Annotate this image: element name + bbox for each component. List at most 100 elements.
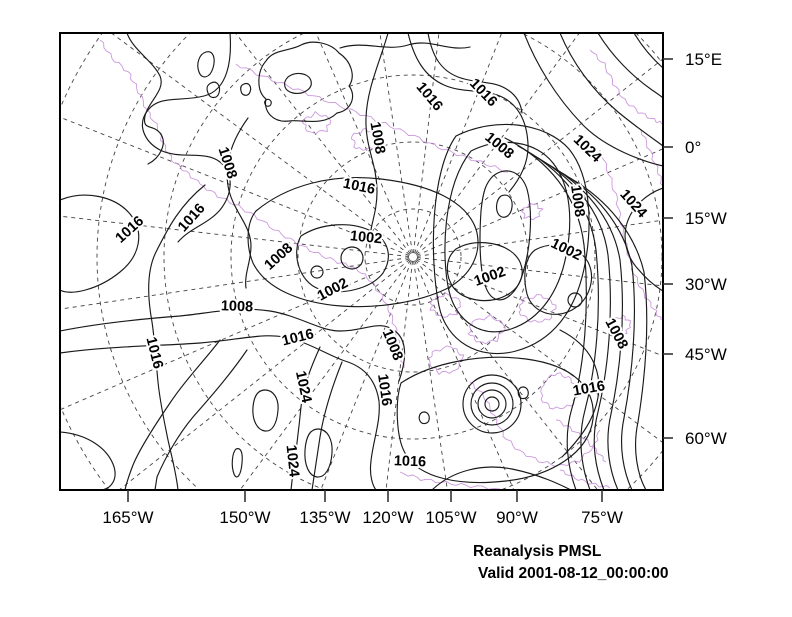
coastline-path	[555, 419, 607, 463]
meridian-line	[415, 34, 580, 255]
isobar-line	[141, 34, 231, 243]
meridian-line	[316, 34, 412, 254]
contour-label: 1016	[413, 79, 446, 114]
isobar-line	[543, 161, 623, 489]
isobar-line	[444, 141, 571, 333]
coastline-path	[521, 203, 544, 221]
meridian-line	[61, 258, 410, 410]
contour-label: 1024	[570, 132, 604, 166]
coastline-path	[355, 267, 405, 369]
isobar-line	[226, 117, 252, 289]
contour-label: 1016	[113, 213, 148, 246]
isobar-line	[252, 389, 279, 432]
bottom-axis-tick-label: 120°W	[362, 508, 413, 527]
contour-label: 1002	[548, 236, 584, 265]
meridian-line	[320, 260, 412, 489]
contour-label: 1016	[143, 335, 166, 370]
isobar-closed-ring	[477, 389, 507, 419]
coastline-path	[399, 471, 501, 489]
right-axis-tick-label: 30°W	[685, 275, 727, 294]
contour-label: 1002	[315, 275, 351, 304]
isobar-line	[446, 242, 523, 302]
coastline-path	[640, 129, 662, 186]
isobar-line	[597, 34, 662, 98]
isobar-line	[240, 82, 252, 96]
meridian-line	[240, 259, 411, 489]
contour-label: 1016	[342, 176, 377, 198]
meridian-line	[111, 34, 411, 255]
isobar-line	[247, 176, 479, 308]
isobar-line	[517, 386, 529, 400]
isobar-line	[479, 170, 532, 301]
contour-label: 1016	[466, 76, 500, 110]
axis-ticks-and-labels: 165°W 150°W 135°W 120°W 105°W 90°W 75°W 15°E 0° 1…	[102, 50, 726, 527]
isobar-line	[61, 431, 116, 489]
latitude-circle	[163, 34, 662, 489]
coastline-path	[559, 469, 611, 489]
isobar-line	[61, 335, 380, 489]
isobar-line	[197, 51, 215, 78]
isobar-line	[284, 72, 312, 94]
isobar-closed-ring	[462, 374, 522, 434]
isobar-closed-ring	[484, 396, 500, 412]
isobar-line	[523, 34, 662, 167]
contour-label: 1002	[472, 264, 508, 290]
contour-label: 1008	[262, 240, 297, 273]
meridian-line	[235, 34, 411, 255]
latitude-circle	[297, 141, 529, 373]
contour-label: 1024	[292, 370, 314, 405]
coastline-path	[599, 149, 662, 321]
contour-label: 1008	[215, 145, 240, 181]
meridian-line	[379, 34, 413, 254]
contour-label: 1008	[221, 298, 254, 315]
isobar-line	[365, 34, 389, 249]
contour-label: 1024	[616, 187, 649, 222]
bottom-axis-tick-label: 90°W	[496, 508, 538, 527]
right-axis-tick-label: 45°W	[685, 345, 727, 364]
contour-label: 1016	[394, 453, 427, 470]
plot-border	[59, 32, 664, 491]
coastline-path	[429, 292, 461, 318]
contour-label: 1024	[283, 444, 302, 478]
isobar-line	[61, 308, 406, 382]
isobar-line	[258, 41, 354, 123]
isobar-closed-ring	[340, 246, 364, 270]
right-axis-tick-label: 60°W	[685, 429, 727, 448]
meridian-line	[61, 117, 410, 256]
isobar-line	[61, 194, 140, 293]
coastlines	[99, 39, 662, 489]
meridian-line	[416, 258, 662, 357]
isobar-line	[633, 34, 662, 68]
contour-label: 1008	[602, 316, 631, 352]
bottom-axis-tick-label: 165°W	[102, 508, 153, 527]
isobar-line	[569, 177, 648, 489]
isobar-line	[148, 184, 206, 489]
isobar-line	[504, 137, 587, 489]
meridian-line	[416, 257, 662, 287]
meridian-line	[61, 215, 410, 257]
contour-label: 1008	[482, 129, 517, 162]
isobar-line	[432, 123, 590, 355]
isobar-closed-ring	[470, 382, 514, 426]
contour-label: 1002	[349, 228, 383, 247]
contour-label: 1016	[374, 373, 394, 407]
isobar-line	[154, 349, 248, 489]
coastline-path	[518, 294, 557, 323]
meridian-line	[413, 34, 440, 254]
isobar-line	[339, 42, 471, 49]
bottom-axis-tick-label: 105°W	[425, 508, 476, 527]
isobar-closed-ring	[567, 292, 583, 308]
right-axis-tick-label: 15°W	[685, 209, 727, 228]
meridian-line	[413, 260, 448, 489]
meridian-line	[414, 260, 514, 489]
isobar-closed-ring	[310, 265, 324, 279]
meridian-line	[415, 259, 662, 443]
isobar-line	[559, 329, 600, 458]
meridian-line	[385, 260, 413, 489]
meridian-line	[119, 259, 411, 489]
latitude-circle	[230, 74, 596, 440]
contour-label: 1008	[379, 327, 406, 363]
coastline-path	[467, 314, 506, 345]
latitude-circle	[364, 208, 462, 306]
